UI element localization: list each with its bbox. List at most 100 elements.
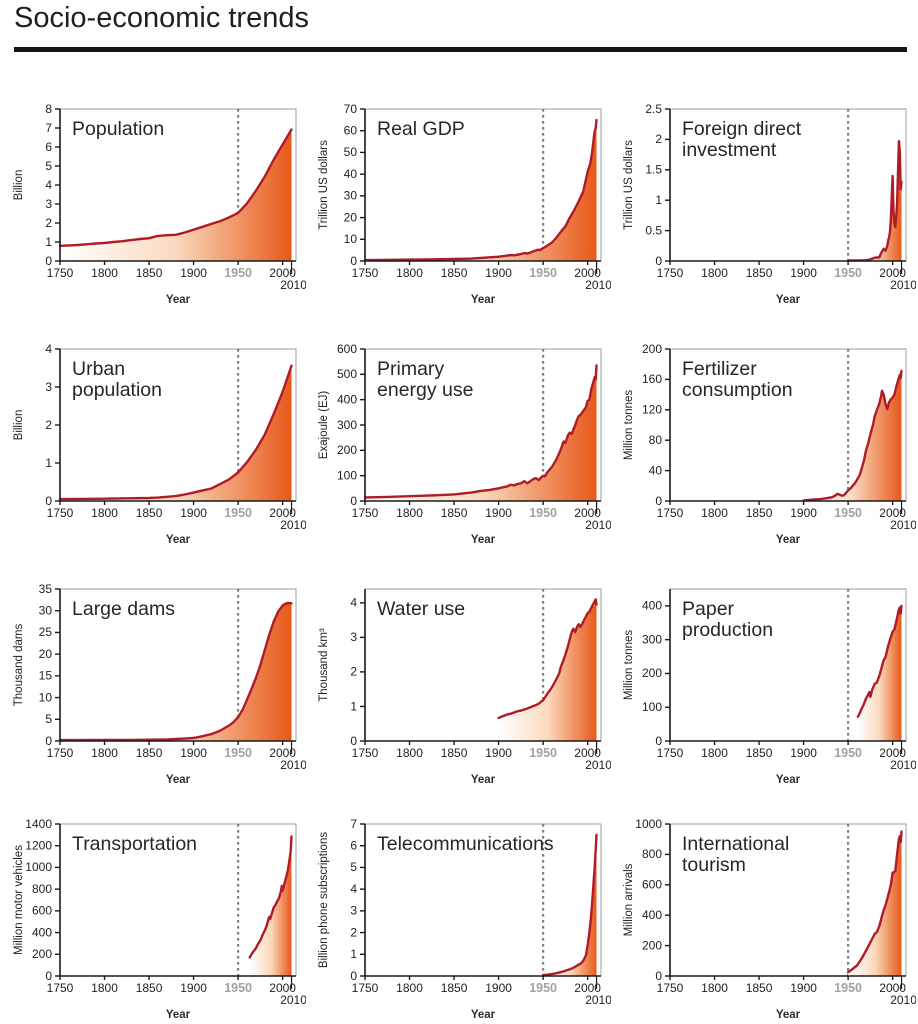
series-area xyxy=(848,141,902,261)
y-tick-label: 1 xyxy=(350,699,357,713)
plot-border xyxy=(60,588,297,741)
y-axis-title: Million tonnes xyxy=(623,390,635,461)
charts-grid: 0 1 2 3 4 5 6 7 8 1750 1800 1850 1900 1950 2000 2010 Yea… xyxy=(10,95,918,1024)
y-tick-label: 10 xyxy=(39,690,53,704)
x-tick-label-1950: 1950 xyxy=(224,506,252,520)
x-axis-title: Year xyxy=(471,294,496,306)
x-tick-label: 1900 xyxy=(790,266,817,280)
y-tick-label: 0 xyxy=(655,734,662,748)
chart-title: consumption xyxy=(682,379,793,401)
y-tick-label: 4 xyxy=(350,596,357,610)
x-tick-label: 1750 xyxy=(657,746,684,760)
y-tick-label: 3 xyxy=(45,380,52,394)
y-axis-title: Billion xyxy=(13,410,25,441)
x-tick-label: 2000 xyxy=(269,266,296,280)
y-axis-title: Trillion US dollars xyxy=(318,140,330,230)
x-tick-label: 1750 xyxy=(47,981,74,995)
chart-canvas-international-tourism: 0 200 400 600 800 1000 1750 1800 1850 1900 1950 200… xyxy=(623,817,916,1021)
x-tick-label: 1750 xyxy=(657,506,684,520)
chart-title: Large dams xyxy=(72,598,175,620)
chart-urban-population: 0 1 2 3 4 1750 1800 1850 1900 1950 2000 2010 Year Bil… xyxy=(10,335,306,549)
plot-border xyxy=(60,823,297,976)
plot-border xyxy=(670,348,907,501)
y-tick-label: 0 xyxy=(350,494,357,508)
x-tick-label-1950: 1950 xyxy=(834,506,862,520)
x-tick-label: 1900 xyxy=(485,506,512,520)
series-line xyxy=(846,830,903,974)
y-axis-title: Thousand km³ xyxy=(318,628,330,702)
y-tick-label: 0 xyxy=(45,494,52,508)
y-tick-label: 4 xyxy=(45,342,52,356)
x-axis-title: Year xyxy=(166,534,191,546)
y-tick-label: 600 xyxy=(337,342,357,356)
chart-title: Primary xyxy=(377,358,444,380)
x-end-label: 2010 xyxy=(890,278,916,292)
x-tick-label: 2000 xyxy=(879,746,906,760)
y-tick-label: 200 xyxy=(642,666,662,680)
x-tick-label: 1900 xyxy=(790,981,817,995)
x-tick-label: 1850 xyxy=(136,981,163,995)
y-tick-label: 4 xyxy=(350,882,357,896)
y-tick-label: 200 xyxy=(642,938,662,952)
chart-title: Telecommunications xyxy=(377,833,554,855)
y-tick-label: 1400 xyxy=(25,817,52,831)
y-tick-label: 0 xyxy=(655,494,662,508)
x-tick-label: 2000 xyxy=(879,506,906,520)
y-tick-label: 0 xyxy=(655,254,662,268)
x-tick-label: 1800 xyxy=(396,266,423,280)
x-tick-label-1950: 1950 xyxy=(224,746,252,760)
chart-title: Real GDP xyxy=(377,118,465,140)
x-tick-label-1950: 1950 xyxy=(224,266,252,280)
series-area xyxy=(60,602,292,741)
y-tick-label: 0 xyxy=(350,254,357,268)
series-line xyxy=(846,140,903,262)
x-axis-title: Year xyxy=(471,1009,496,1021)
chart-international-tourism: 0 200 400 600 800 1000 1750 1800 1850 1900 1950 200… xyxy=(620,810,916,1024)
x-tick-label: 2000 xyxy=(574,266,601,280)
x-tick-label: 1850 xyxy=(746,506,773,520)
chart-title: Fertilizer xyxy=(682,358,757,380)
x-tick-label: 1850 xyxy=(746,746,773,760)
chart-large-dams: 0 5 10 15 20 25 30 35 1750 1800 1850 1900 1950 2000 20… xyxy=(10,575,306,789)
y-axis-title: Million arrivals xyxy=(623,863,635,936)
y-tick-label: 2 xyxy=(350,925,357,939)
x-tick-label: 1900 xyxy=(180,266,207,280)
chart-canvas-large-dams: 0 5 10 15 20 25 30 35 1750 1800 1850 1900 1950 200020… xyxy=(13,582,306,786)
x-tick-label: 1850 xyxy=(441,981,468,995)
y-tick-label: 160 xyxy=(642,372,662,386)
x-tick-label: 2000 xyxy=(879,266,906,280)
chart-title: Transportation xyxy=(72,833,197,855)
y-tick-label: 300 xyxy=(337,418,357,432)
x-end-label: 2010 xyxy=(280,278,306,292)
x-axis-title: Year xyxy=(776,534,801,546)
x-tick-label: 1850 xyxy=(136,266,163,280)
x-tick-label-1950: 1950 xyxy=(529,506,557,520)
y-tick-label: 2 xyxy=(45,418,52,432)
x-tick-label: 1800 xyxy=(396,506,423,520)
x-tick-label: 1750 xyxy=(352,981,379,995)
y-tick-label: 2 xyxy=(45,216,52,230)
y-tick-label: 70 xyxy=(344,102,358,116)
y-tick-label: 400 xyxy=(337,392,357,406)
y-tick-label: 60 xyxy=(344,124,358,138)
x-tick-label: 1850 xyxy=(746,266,773,280)
y-tick-label: 0 xyxy=(350,969,357,983)
chart-title: Water use xyxy=(377,598,465,620)
y-tick-label: 30 xyxy=(39,604,53,618)
chart-canvas-fertilizer-consumption: 0 40 80 120 160 200 1750 1800 1850 1900 1950 200020… xyxy=(623,342,916,546)
x-axis-title: Year xyxy=(471,534,496,546)
series-line xyxy=(497,598,598,720)
y-tick-label: 0 xyxy=(655,969,662,983)
series-area xyxy=(543,834,597,976)
y-axis-title: Billion xyxy=(13,170,25,201)
chart-canvas-paper-production: 0 100 200 300 400 1750 1800 1850 1900 1950 2000201… xyxy=(623,588,916,786)
y-tick-label: 35 xyxy=(39,582,53,596)
y-tick-label: 200 xyxy=(337,443,357,457)
x-tick-label-1950: 1950 xyxy=(834,981,862,995)
x-tick-label: 1800 xyxy=(701,506,728,520)
x-tick-label-1950: 1950 xyxy=(529,746,557,760)
y-tick-label: 20 xyxy=(39,647,53,661)
plot-border xyxy=(670,588,907,741)
